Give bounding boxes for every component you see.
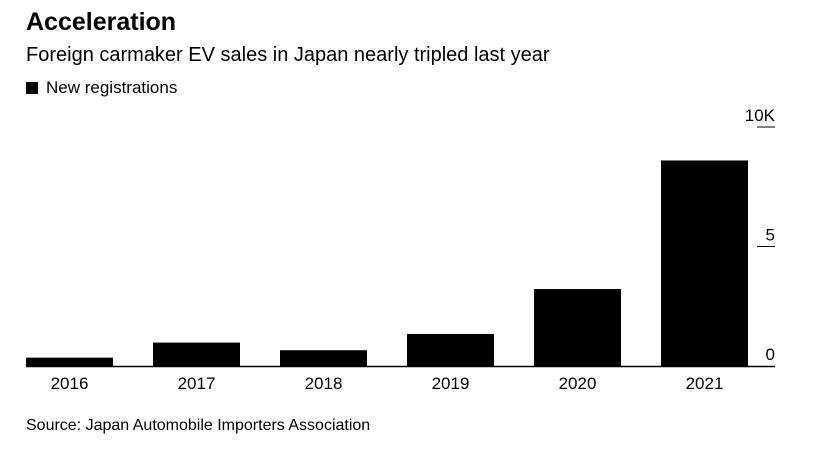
x-tick-label: 2020	[559, 374, 597, 393]
chart-subtitle: Foreign carmaker EV sales in Japan nearl…	[26, 44, 550, 66]
y-tick-label: 0	[766, 345, 775, 364]
bar-2017	[153, 342, 240, 366]
x-tick-label: 2017	[178, 374, 216, 393]
bar-2018	[280, 350, 367, 366]
x-tick-label: 2021	[686, 374, 724, 393]
bar-2021	[661, 160, 748, 366]
chart-title: Acceleration	[26, 8, 177, 36]
bar-2020	[534, 289, 621, 366]
legend-label: New registrations	[46, 78, 178, 97]
bar-2019	[407, 333, 494, 366]
y-tick-label: 5	[766, 226, 775, 245]
bar-2016	[26, 357, 113, 366]
x-tick-label: 2019	[432, 374, 470, 393]
legend-swatch	[26, 82, 38, 94]
x-tick-label: 2018	[305, 374, 343, 393]
legend: New registrations	[26, 78, 177, 98]
source-note: Source: Japan Automobile Importers Assoc…	[26, 417, 371, 434]
x-tick-label: 2016	[51, 374, 89, 393]
y-tick-label: 10K	[745, 106, 776, 125]
